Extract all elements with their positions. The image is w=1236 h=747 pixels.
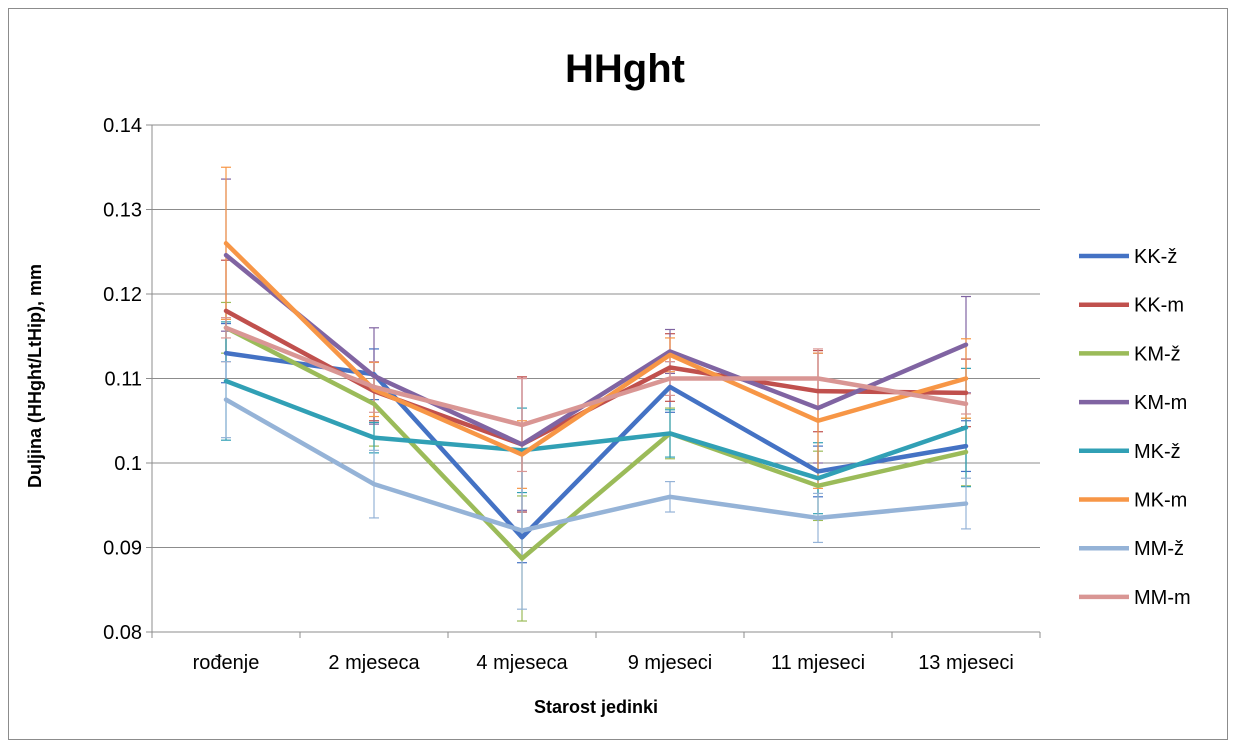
y-tick-label: 0.09 — [103, 538, 142, 560]
y-tick-label: 0.13 — [103, 200, 142, 222]
legend-label: KM-ž — [1134, 343, 1181, 365]
y-axis-title: Duljina (HHght/LtHip), mm — [25, 264, 45, 488]
x-tick-label: 9 mjeseci — [628, 652, 712, 674]
legend-label: MM-m — [1134, 587, 1191, 609]
series-line — [223, 241, 969, 457]
y-tick-labels: 0.08 0.09 0.1 0.11 0.12 0.13 0.14 — [103, 115, 142, 644]
series-line — [223, 350, 969, 540]
legend-label: MM-ž — [1134, 538, 1184, 560]
y-tick-label: 0.08 — [103, 622, 142, 644]
x-tick-labels: rođenje 2 mjeseca 4 mjeseca 9 mjeseci 11 mje… — [193, 652, 1014, 674]
x-axis — [151, 125, 1041, 638]
y-tick-label: 0.12 — [103, 284, 142, 306]
x-tick-label: 4 mjeseca — [476, 652, 568, 674]
chart-title: HHght — [565, 47, 685, 91]
series-line — [223, 325, 969, 561]
legend-label: MK-m — [1134, 490, 1187, 512]
legend-label: KK-m — [1134, 295, 1184, 317]
y-tick-label: 0.14 — [103, 115, 142, 137]
legend: KK-ž KK-m KM-ž KM-m MK-ž MK-m MM-ž MM-m — [1079, 246, 1191, 609]
series-line — [223, 397, 969, 533]
x-tick-label: 2 mjeseca — [328, 652, 420, 674]
legend-label: KK-ž — [1134, 246, 1177, 268]
legend-label: MK-ž — [1134, 441, 1181, 463]
x-tick-label: rođenje — [193, 652, 260, 674]
x-tick-label: 13 mjeseci — [918, 652, 1014, 674]
series-line — [223, 252, 969, 447]
series-line — [223, 378, 969, 481]
y-tick-label: 0.11 — [105, 369, 142, 391]
x-tick-label: 11 mjeseci — [771, 652, 865, 674]
series-lines — [223, 241, 969, 561]
gridlines — [146, 124, 1040, 633]
error-bars — [221, 166, 971, 622]
chart-frame — [8, 8, 1228, 740]
x-axis-title: Starost jedinki — [534, 697, 658, 717]
series-line — [223, 325, 969, 428]
y-tick-label: 0.1 — [114, 453, 142, 475]
legend-label: KM-m — [1134, 392, 1187, 414]
